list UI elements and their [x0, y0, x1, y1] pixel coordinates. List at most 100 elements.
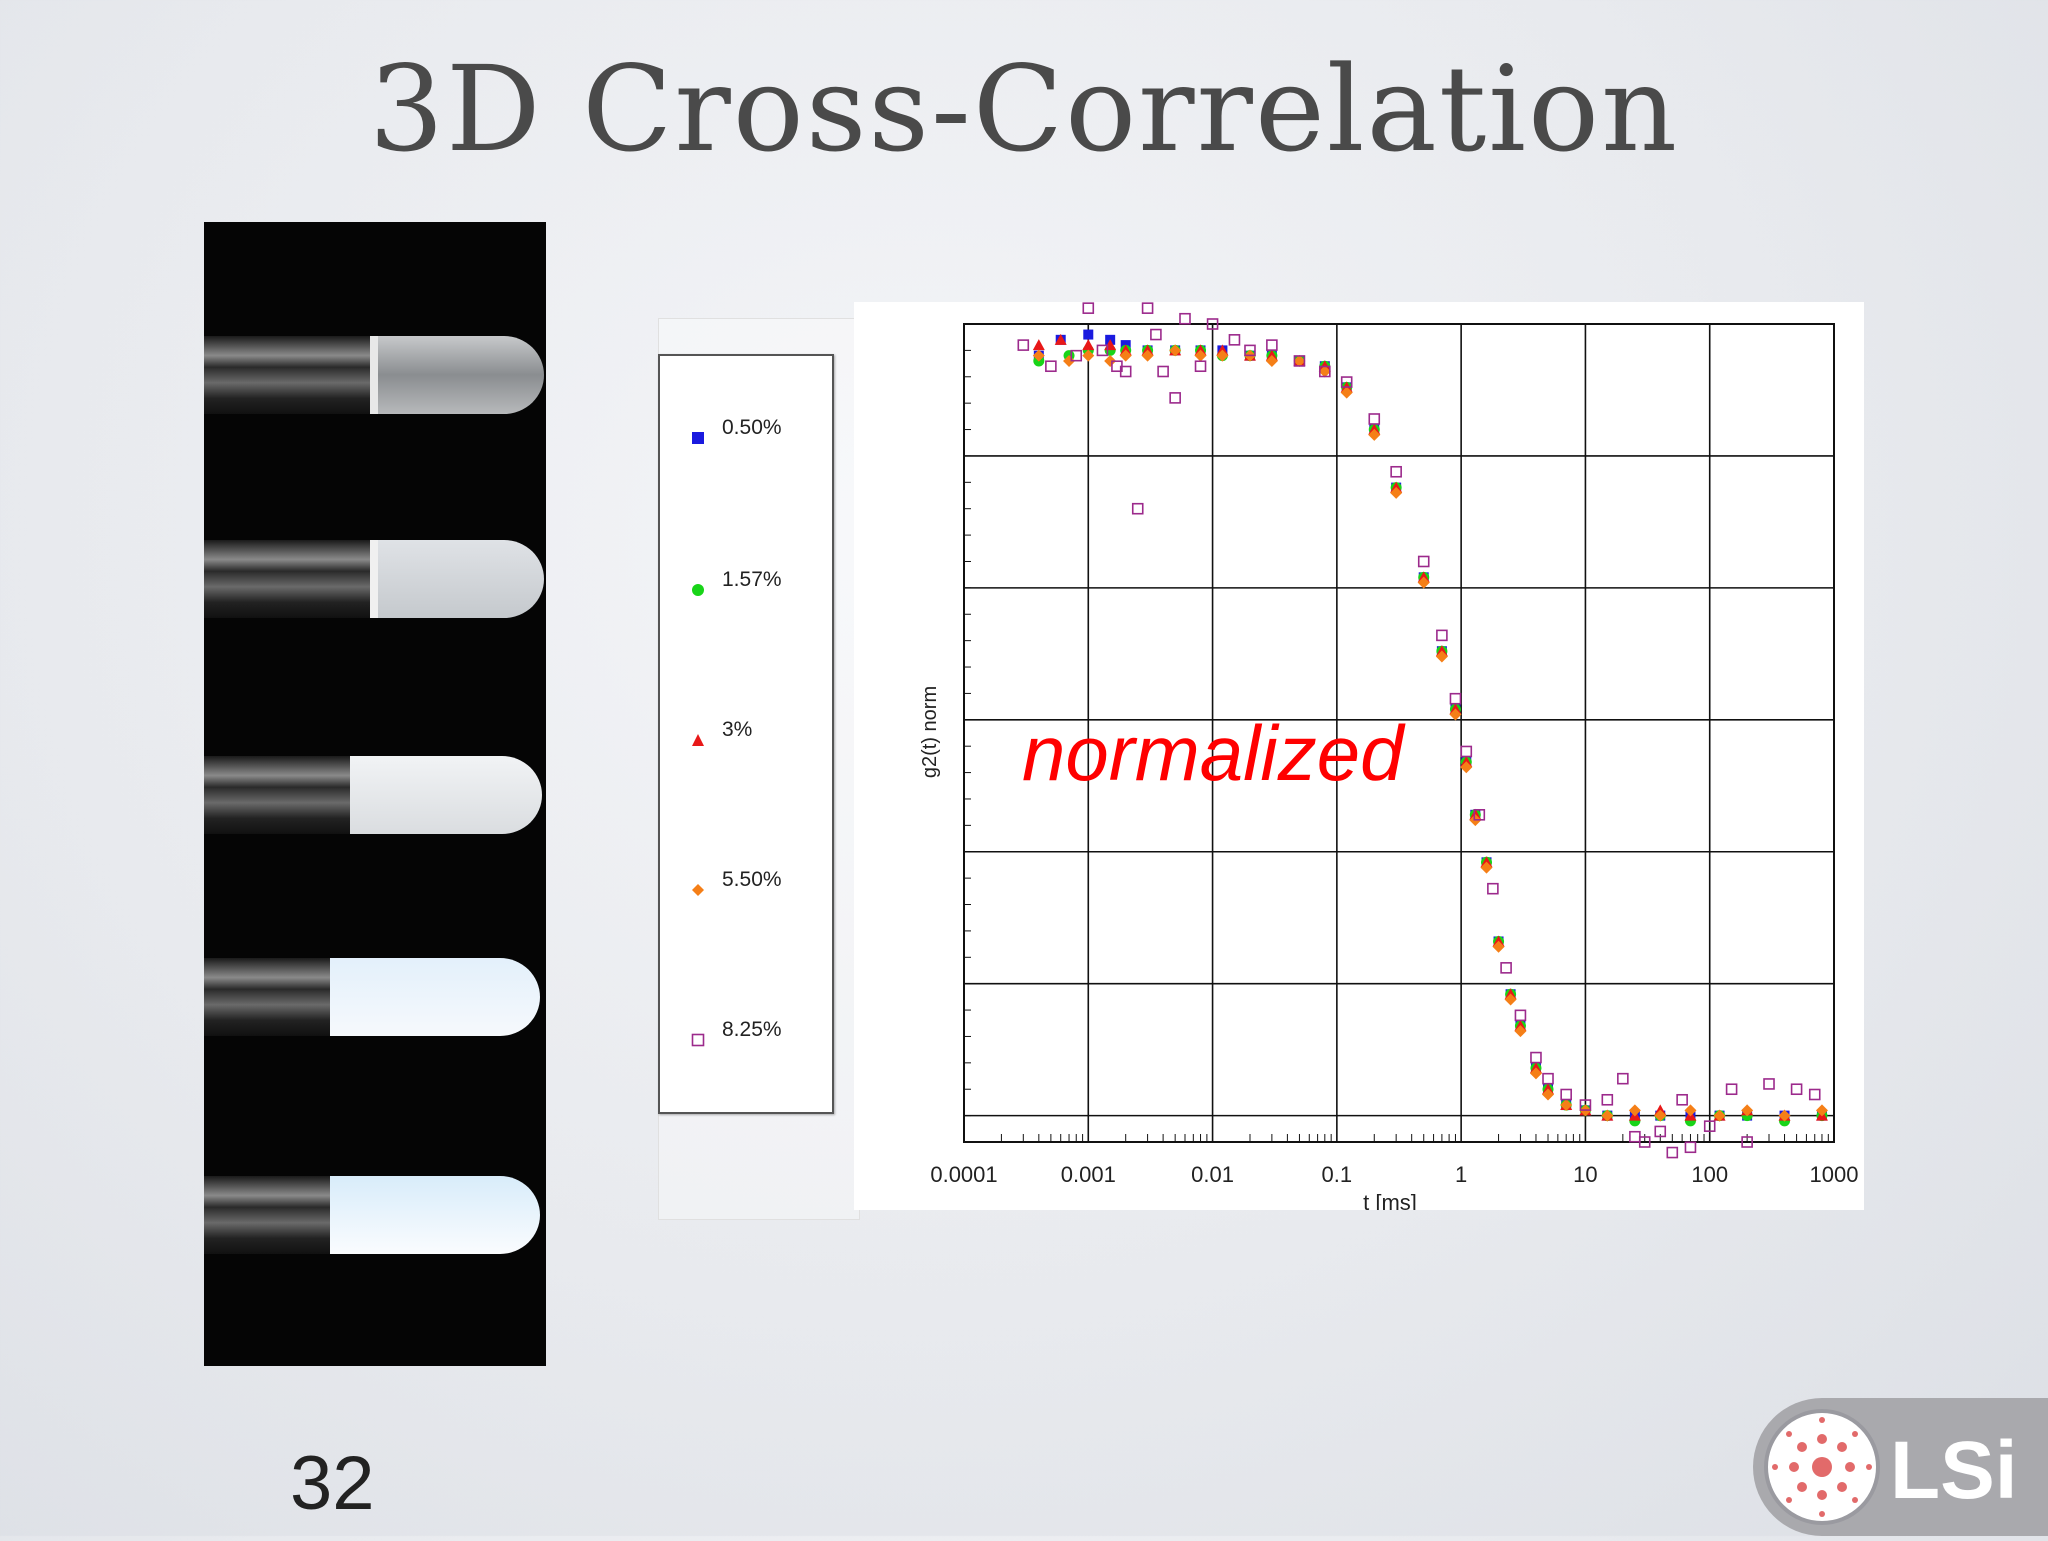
data-point [1293, 355, 1306, 367]
data-point [1390, 465, 1402, 478]
data-point [1676, 1093, 1688, 1106]
data-point [1763, 1078, 1775, 1090]
data-point [1487, 882, 1499, 895]
data-point [1460, 761, 1473, 774]
data-point [1340, 386, 1353, 399]
data-point [1725, 1083, 1738, 1096]
g2-correlation-chart: 0.0001 0.001 0.01 0.1 1 10 100 1000 t [ms] g2(t) … [854, 302, 1864, 1210]
data-point [1449, 708, 1462, 721]
x-tick-label: 0.01 [1191, 1162, 1234, 1187]
data-point [1500, 962, 1512, 974]
data-point [1703, 1120, 1716, 1132]
data-point [1460, 745, 1473, 758]
slide-title: 3D Cross-Correlation [368, 40, 1680, 178]
data-point [1390, 486, 1403, 499]
data-point [1228, 334, 1241, 346]
data-point [1082, 349, 1095, 362]
data-point [1504, 993, 1517, 1006]
data-point [1216, 349, 1229, 362]
data-point [1265, 354, 1278, 367]
data-point [1492, 940, 1505, 953]
data-point [1157, 365, 1169, 378]
data-point [1119, 365, 1132, 378]
x-axis-label: t [ms] [1363, 1190, 1417, 1210]
data-point [1435, 650, 1448, 663]
data-point [1654, 1125, 1667, 1138]
data-point [1045, 360, 1057, 373]
data-point [1741, 1136, 1753, 1148]
data-point [1244, 344, 1256, 357]
x-tick-label: 10 [1573, 1162, 1597, 1187]
data-point [1530, 1051, 1542, 1064]
tube-2 [204, 540, 544, 618]
chart-svg: 0.0001 0.001 0.01 0.1 1 10 100 1000 t [ms] g2(t) … [919, 302, 1859, 1210]
x-tick-label: 1 [1455, 1162, 1467, 1187]
legend-label-4: 8.25% [722, 1018, 782, 1041]
data-point [1741, 1104, 1754, 1117]
tube-1 [204, 336, 544, 414]
x-tick-label: 1000 [1810, 1162, 1859, 1187]
data-point [1713, 1109, 1726, 1122]
data-point [1436, 629, 1448, 642]
data-point [1054, 333, 1067, 345]
legend-marker-4 [691, 1033, 705, 1047]
legend-marker-2 [692, 734, 704, 746]
data-point [1032, 349, 1045, 362]
data-point [1340, 376, 1353, 388]
legend-item-0: 0.50% [690, 416, 782, 452]
y-axis-label: g2(t) norm [919, 686, 941, 778]
data-point [1790, 1083, 1803, 1096]
data-point [1480, 861, 1493, 874]
data-point [1318, 365, 1331, 378]
legend-item-3: 5.50% [690, 868, 782, 904]
data-point [1601, 1109, 1614, 1122]
legend-item-2: 3% [690, 718, 752, 754]
data-point [1654, 1109, 1667, 1122]
data-point [1169, 344, 1182, 357]
data-point [1032, 339, 1045, 351]
chart-annotation: normalized [1022, 709, 1406, 797]
tube-3 [204, 756, 542, 834]
data-point [1070, 349, 1083, 362]
data-point [1082, 339, 1095, 351]
page-number: 32 [290, 1441, 375, 1526]
legend-marker-0 [692, 432, 704, 444]
data-point [1666, 1146, 1679, 1159]
data-point [1449, 692, 1462, 705]
data-point [1119, 349, 1132, 362]
data-point [1417, 555, 1430, 568]
sample-tubes-photo [204, 222, 546, 1366]
data-point [1368, 428, 1381, 441]
data-point [1417, 576, 1430, 589]
data-point [1096, 344, 1109, 357]
data-point [1293, 354, 1306, 367]
chart-legend: 0.50% 1.57% 3% 5.50% 8.25% [658, 354, 834, 1114]
legend-label-0: 0.50% [722, 416, 782, 439]
data-point [1778, 1109, 1791, 1122]
data-point [1473, 808, 1486, 821]
data-point [1514, 1009, 1527, 1022]
data-point [1194, 360, 1207, 373]
logo-text: LSi [1890, 1425, 2018, 1516]
data-point [1617, 1072, 1629, 1085]
data-point [1579, 1099, 1592, 1111]
data-point [1194, 349, 1207, 362]
lsi-logo: LSi [1752, 1396, 2048, 1536]
data-point [1169, 392, 1181, 404]
legend-marker-1 [692, 584, 704, 596]
data-point [1638, 1136, 1651, 1148]
data-point [1529, 1067, 1542, 1080]
legend-label-2: 3% [722, 718, 753, 741]
x-tick-label: 0.1 [1322, 1162, 1353, 1187]
x-tick-label: 100 [1691, 1162, 1728, 1187]
legend-item-1: 1.57% [690, 568, 782, 604]
data-point [1150, 328, 1162, 341]
tube-4 [204, 958, 540, 1036]
data-point [1319, 365, 1331, 378]
data-point [1684, 1104, 1697, 1117]
data-point [1542, 1088, 1555, 1101]
data-point [1082, 302, 1095, 314]
data-point [1601, 1093, 1614, 1106]
x-tick-label: 0.0001 [930, 1162, 997, 1187]
tube-5 [204, 1176, 540, 1254]
